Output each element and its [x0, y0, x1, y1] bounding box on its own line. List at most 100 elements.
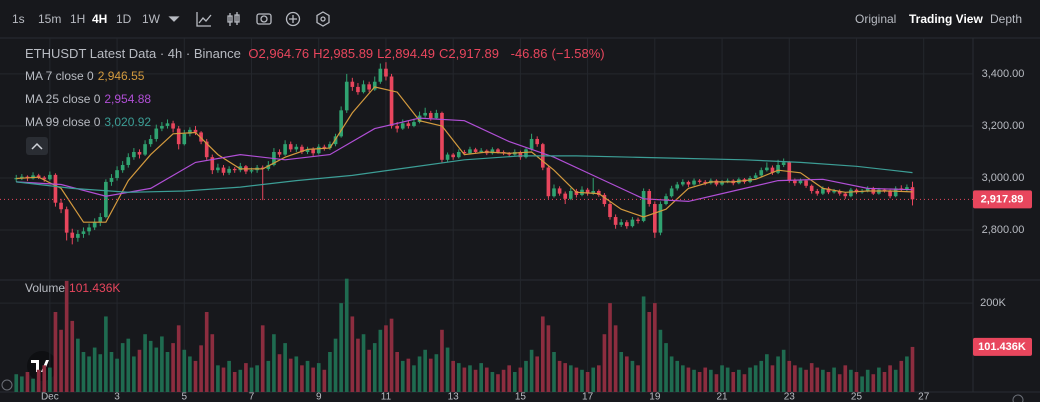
volume-bar: [653, 303, 657, 392]
volume-bar: [809, 363, 814, 392]
volume-bar: [630, 360, 635, 392]
volume-bar: [512, 372, 517, 392]
candle-body: [412, 122, 416, 126]
candle-body: [619, 222, 624, 225]
candle-body: [406, 123, 411, 126]
volume-legend: Volume 101.436K: [25, 281, 124, 295]
candle-body: [311, 149, 315, 154]
candle-body: [148, 138, 153, 145]
volume-bar: [322, 369, 327, 392]
candle-body: [804, 180, 808, 186]
candle-body: [854, 189, 859, 193]
candle-body: [776, 164, 780, 173]
x-tick-label: 3: [114, 392, 120, 402]
volume-bar: [854, 372, 859, 392]
candle-body: [165, 123, 170, 126]
volume-bar: [664, 343, 668, 392]
candle-body: [445, 154, 450, 160]
volume-bar: [624, 356, 629, 392]
ma-name: MA 99 close 0: [25, 115, 101, 129]
candle-body: [692, 180, 696, 185]
volume-bar: [468, 365, 472, 392]
candle-body: [137, 151, 142, 155]
candle-body: [294, 146, 299, 150]
volume-bar: [540, 316, 545, 392]
toolbar-icons[interactable]: [168, 11, 330, 27]
candle-body: [384, 68, 388, 77]
candle-body: [798, 180, 803, 184]
candle-body: [316, 146, 321, 154]
volume-bar: [591, 367, 596, 392]
volume-bar: [277, 354, 282, 392]
candle-body: [647, 191, 652, 205]
candle-body: [356, 86, 360, 93]
candle-body: [160, 125, 164, 129]
volume-bar: [507, 365, 512, 392]
volume-bar: [893, 369, 898, 392]
candle-body: [462, 151, 467, 154]
view-option[interactable]: Depth: [990, 12, 1023, 26]
ma-value: 2,954.88: [104, 92, 152, 106]
candle-body: [529, 138, 534, 150]
volume-bar: [619, 352, 624, 392]
volume-bar: [473, 369, 478, 392]
volume-bar: [798, 367, 803, 392]
change-pct: (−1.58%): [551, 46, 605, 61]
view-label: Trading View: [909, 12, 983, 26]
candle-body: [725, 180, 730, 182]
candle-body: [199, 132, 203, 142]
volume-bar: [59, 329, 63, 392]
candle-body: [910, 187, 915, 200]
volume-bar: [428, 358, 433, 392]
volume-bar: [608, 303, 612, 392]
volume-bar: [283, 343, 287, 392]
volume-bar: [300, 365, 304, 392]
volume-bar: [658, 329, 663, 392]
x-tick-label: 23: [784, 392, 796, 402]
x-tick-label: Dec: [41, 392, 59, 402]
volume-bar: [272, 334, 276, 392]
volume-bar: [244, 363, 248, 392]
change: -46.86: [510, 46, 548, 61]
volume-bar: [423, 349, 427, 392]
interval[interactable]: 1D: [116, 12, 132, 26]
ma-line: [16, 86, 913, 223]
interval[interactable]: 1W: [142, 12, 160, 26]
scroll-controls[interactable]: [1, 379, 1024, 402]
volume-bar: [395, 352, 399, 392]
candle-body: [423, 112, 427, 116]
candle-body: [658, 204, 663, 233]
volume-bar: [669, 356, 674, 392]
volume-bar: [563, 363, 568, 392]
last-price-tag: [973, 190, 1032, 209]
interval[interactable]: 15m: [38, 12, 62, 26]
volume-bar: [176, 325, 181, 392]
view-option[interactable]: Original: [855, 12, 897, 26]
ma-legend-row: MA 25 close 0 2,954.88: [25, 92, 155, 106]
volume-bar: [87, 356, 91, 392]
interval[interactable]: 1H: [70, 12, 86, 26]
volume-bar: [25, 372, 30, 392]
view-option-active[interactable]: Trading View: [909, 12, 983, 26]
ma-value: 2,946.55: [97, 69, 145, 83]
volume-bar: [372, 343, 377, 392]
interval-active[interactable]: 4H: [92, 12, 108, 26]
volume-bar: [636, 365, 640, 392]
candle-body: [98, 217, 103, 223]
candle-body: [171, 123, 175, 129]
candle-body: [781, 162, 786, 165]
volume-bar: [199, 345, 203, 392]
volume-bar: [227, 360, 231, 392]
collapse-button[interactable]: [26, 137, 48, 155]
volume-bar: [613, 325, 618, 392]
volume-bar: [647, 312, 652, 392]
candle-body: [42, 177, 47, 180]
candle-body: [479, 150, 483, 152]
candle-body: [305, 149, 310, 152]
volume-bar: [675, 360, 680, 392]
volume-bar: [221, 367, 226, 392]
interval[interactable]: 1s: [12, 12, 25, 26]
candle-body: [686, 181, 691, 185]
volume-tag: [973, 337, 1032, 356]
